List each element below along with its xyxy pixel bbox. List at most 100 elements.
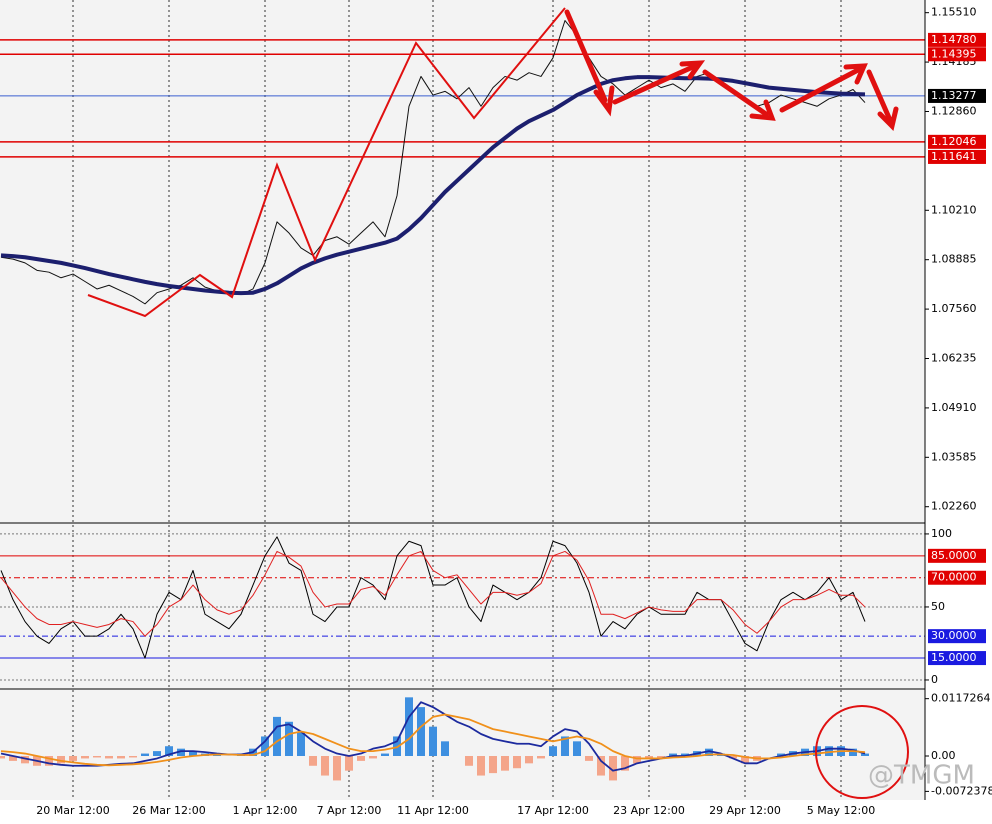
y-tick-label: 0.0117264 — [931, 692, 991, 705]
histogram-bar — [141, 753, 149, 756]
level-label: 30.0000 — [931, 629, 977, 642]
histogram-bar — [609, 756, 617, 781]
y-tick-label: 50 — [931, 600, 945, 613]
y-tick-label: 0 — [931, 673, 938, 686]
histogram-bar — [825, 746, 833, 756]
histogram-bar — [501, 756, 509, 771]
x-tick-label: 7 Apr 12:00 — [317, 804, 382, 817]
histogram-bar — [81, 756, 89, 759]
histogram-bar — [165, 746, 173, 756]
histogram-bar — [357, 756, 365, 761]
y-tick-label: 1.07560 — [931, 302, 977, 315]
level-label: 15.0000 — [931, 651, 977, 664]
arrow-head — [843, 63, 868, 85]
arrow — [564, 9, 608, 103]
arrow-head — [593, 85, 615, 117]
histogram-bar — [705, 748, 713, 756]
histogram-bar — [297, 731, 305, 756]
y-tick-label: -0.0072378 — [931, 784, 992, 797]
histogram-bar — [681, 753, 689, 756]
histogram-bar — [417, 707, 425, 756]
histogram-bar — [429, 726, 437, 756]
y-tick-label: 1.06235 — [931, 352, 977, 365]
histogram-bar — [561, 736, 569, 756]
histogram-bar — [189, 751, 197, 756]
y-tick-label: 1.12860 — [931, 104, 977, 117]
histogram-bar — [741, 756, 749, 764]
histogram-bar — [93, 756, 101, 758]
histogram-bar — [621, 756, 629, 771]
highlight-circle — [815, 705, 909, 799]
histogram-bar — [129, 756, 137, 758]
level-label: 70.0000 — [931, 571, 977, 584]
x-tick-label: 1 Apr 12:00 — [233, 804, 298, 817]
histogram-bar — [861, 753, 869, 756]
histogram-bar — [333, 756, 341, 781]
level-label-box — [928, 88, 986, 103]
histogram-bar — [105, 756, 113, 759]
x-tick-label: 11 Apr 12:00 — [397, 804, 469, 817]
histogram-bar — [405, 697, 413, 756]
histogram-bar — [153, 751, 161, 756]
histogram-bar — [465, 756, 473, 766]
y-tick-label: 1.02260 — [931, 500, 977, 513]
histogram-bar — [597, 756, 605, 776]
histogram-bar — [369, 756, 377, 759]
histogram-bar — [285, 721, 293, 756]
histogram-bar — [849, 748, 857, 756]
histogram-bar — [117, 756, 125, 759]
histogram-bar — [0, 756, 5, 759]
arrow — [702, 69, 769, 117]
x-tick-label: 20 Mar 12:00 — [36, 804, 109, 817]
histogram-bar — [645, 756, 653, 759]
zigzag — [87, 7, 566, 318]
plot-background — [0, 0, 925, 800]
level-label-box — [928, 548, 986, 563]
histogram-bar — [309, 756, 317, 766]
level-label-box — [928, 134, 986, 149]
level-label-box — [928, 32, 986, 47]
watermark: @TMGM — [868, 761, 975, 791]
x-tick-label: 5 May 12:00 — [807, 804, 875, 817]
histogram-bar — [381, 753, 389, 756]
histogram-bar — [57, 756, 65, 764]
level-label-box — [928, 629, 986, 644]
arrow-head — [877, 106, 899, 131]
annotations — [87, 7, 909, 799]
level-label: 1.13277 — [931, 89, 977, 102]
histogram-bar — [513, 756, 521, 769]
arrow — [866, 69, 893, 123]
series-line — [0, 713, 866, 767]
level-label-box — [928, 651, 986, 666]
histogram-bar — [345, 756, 353, 771]
arrow-head — [679, 60, 706, 80]
level-label-box — [928, 570, 986, 585]
arrow-head — [749, 99, 776, 121]
histogram-bar — [537, 756, 545, 759]
histogram-bar — [321, 756, 329, 776]
x-tick-label: 23 Apr 12:00 — [613, 804, 685, 817]
histogram-bar — [9, 756, 17, 761]
histogram-bar — [633, 756, 641, 764]
y-tick-label: 0.00 — [931, 749, 956, 762]
x-tick-label: 17 Apr 12:00 — [517, 804, 589, 817]
series-line — [0, 550, 866, 637]
y-tick-label: 100 — [931, 527, 952, 540]
histogram-bar — [477, 756, 485, 776]
histogram-bar — [69, 756, 77, 761]
x-tick-label: 29 Apr 12:00 — [709, 804, 781, 817]
y-tick-label: 1.04910 — [931, 401, 977, 414]
level-label: 1.12046 — [931, 135, 977, 148]
histogram-bar — [45, 756, 53, 766]
histogram-bar — [729, 756, 737, 759]
y-tick-label: 1.10210 — [931, 203, 977, 216]
level-label: 1.11641 — [931, 150, 977, 163]
histogram-bar — [669, 753, 677, 756]
y-tick-label: 1.08885 — [931, 253, 977, 266]
histogram-bar — [261, 736, 269, 756]
arrow — [779, 67, 861, 113]
level-label: 1.14395 — [931, 47, 977, 60]
histogram-bar — [525, 756, 533, 764]
